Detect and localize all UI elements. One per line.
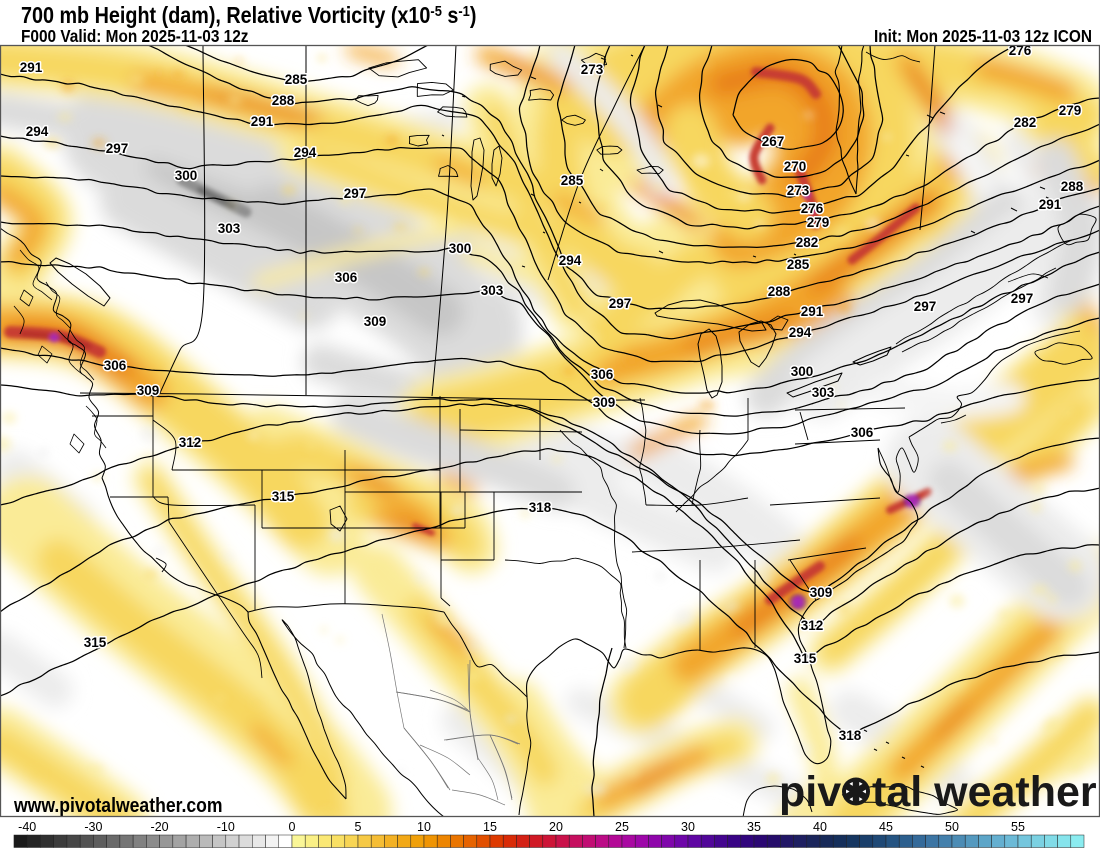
svg-text:45: 45	[879, 820, 893, 834]
svg-text:282: 282	[1014, 115, 1037, 130]
svg-text:306: 306	[591, 367, 614, 382]
svg-text:306: 306	[335, 270, 358, 285]
svg-text:306: 306	[851, 425, 874, 440]
svg-text:318: 318	[839, 728, 862, 743]
svg-text:10: 10	[417, 820, 431, 834]
svg-text:312: 312	[801, 618, 824, 633]
svg-text:55: 55	[1011, 820, 1025, 834]
svg-text:297: 297	[1011, 291, 1034, 306]
svg-text:294: 294	[789, 325, 812, 340]
svg-text:270: 270	[784, 159, 807, 174]
svg-text:300: 300	[449, 241, 472, 256]
svg-text:piv: piv	[779, 768, 841, 816]
svg-text:303: 303	[218, 221, 241, 236]
svg-text:www.pivotalweather.com: www.pivotalweather.com	[13, 794, 222, 816]
svg-text:309: 309	[137, 383, 160, 398]
svg-text:273: 273	[787, 183, 810, 198]
svg-text:294: 294	[294, 145, 317, 160]
svg-text:5: 5	[355, 820, 362, 834]
svg-text:303: 303	[812, 385, 835, 400]
svg-text:297: 297	[344, 186, 367, 201]
svg-text:F000 Valid: Mon 2025-11-03 12z: F000 Valid: Mon 2025-11-03 12z	[21, 27, 248, 46]
svg-text:0: 0	[289, 820, 296, 834]
svg-text:35: 35	[747, 820, 761, 834]
svg-text:50: 50	[945, 820, 959, 834]
svg-text:25: 25	[615, 820, 629, 834]
svg-text:315: 315	[84, 635, 107, 650]
svg-text:297: 297	[914, 299, 937, 314]
svg-text:294: 294	[26, 124, 49, 139]
svg-text:20: 20	[549, 820, 563, 834]
svg-text:15: 15	[483, 820, 497, 834]
svg-text:276: 276	[801, 201, 824, 216]
svg-text:282: 282	[796, 235, 819, 250]
svg-text:40: 40	[813, 820, 827, 834]
svg-text:288: 288	[272, 93, 295, 108]
svg-text:297: 297	[609, 296, 632, 311]
svg-text:309: 309	[593, 395, 616, 410]
svg-text:tal weather: tal weather	[872, 768, 1097, 816]
svg-text:309: 309	[364, 314, 387, 329]
svg-text:279: 279	[807, 215, 830, 230]
svg-text:30: 30	[681, 820, 695, 834]
svg-text:291: 291	[1039, 197, 1062, 212]
svg-text:-40: -40	[18, 820, 36, 834]
svg-text:294: 294	[559, 253, 582, 268]
svg-text:300: 300	[791, 364, 814, 379]
svg-text:288: 288	[768, 284, 791, 299]
svg-text:297: 297	[106, 141, 129, 156]
svg-text:285: 285	[787, 257, 810, 272]
svg-text:276: 276	[1009, 43, 1032, 58]
svg-text:288: 288	[1061, 179, 1084, 194]
svg-text:315: 315	[794, 651, 817, 666]
svg-text:273: 273	[581, 62, 604, 77]
svg-text:279: 279	[1059, 103, 1082, 118]
svg-text:-20: -20	[151, 820, 169, 834]
svg-text:315: 315	[272, 489, 295, 504]
svg-text:291: 291	[20, 60, 43, 75]
svg-text:291: 291	[251, 114, 274, 129]
svg-text:Init: Mon 2025-11-03 12z ICON: Init: Mon 2025-11-03 12z ICON	[874, 27, 1092, 46]
svg-text:267: 267	[762, 134, 785, 149]
svg-text:300: 300	[175, 168, 198, 183]
svg-text:285: 285	[285, 72, 308, 87]
svg-text:318: 318	[529, 500, 552, 515]
svg-text:700 mb Height (dam), Relative: 700 mb Height (dam), Relative Vorticity …	[21, 2, 476, 28]
svg-text:312: 312	[179, 435, 202, 450]
svg-text:-10: -10	[217, 820, 235, 834]
svg-text:306: 306	[104, 358, 127, 373]
svg-text:291: 291	[801, 304, 824, 319]
svg-text:285: 285	[561, 173, 584, 188]
svg-text:303: 303	[481, 283, 504, 298]
svg-text:-30: -30	[84, 820, 102, 834]
svg-text:309: 309	[810, 585, 833, 600]
